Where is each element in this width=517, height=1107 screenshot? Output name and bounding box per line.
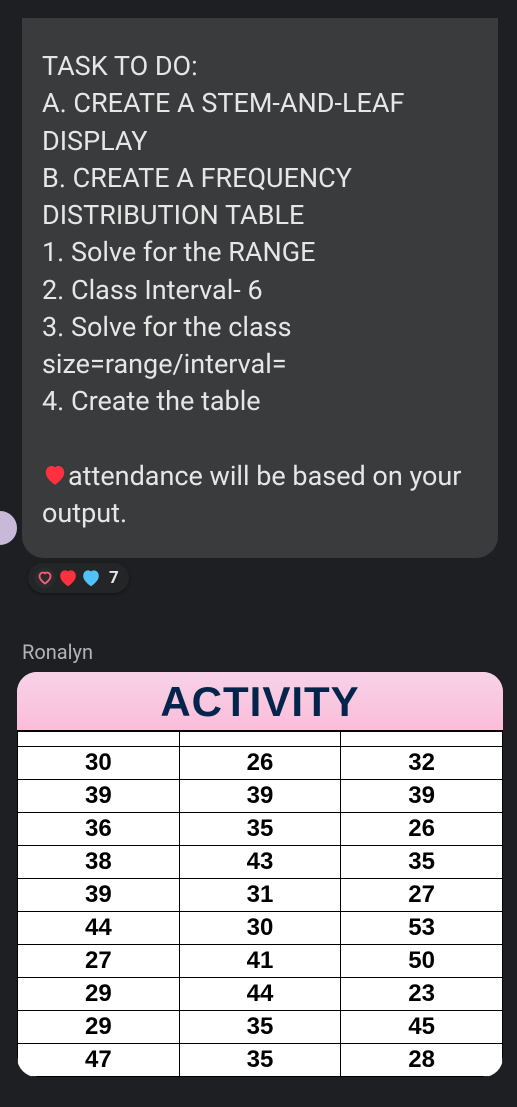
- table-cell: 38: [18, 845, 180, 878]
- table-cell: 39: [18, 779, 180, 812]
- table-cell: 47: [18, 1043, 180, 1076]
- table-row: 393127: [18, 878, 503, 911]
- table-cell: 35: [179, 812, 341, 845]
- table-row: 443053: [18, 911, 503, 944]
- table-cell: 27: [341, 878, 503, 911]
- msg-line: B. CREATE A FREQUENCY DISTRIBUTION TABLE: [42, 162, 352, 231]
- activity-image[interactable]: ACTIVITY 302632 393939 363526 384335 393…: [17, 672, 503, 1077]
- table-row: 294423: [18, 977, 503, 1010]
- msg-line: TASK TO DO:: [42, 50, 198, 82]
- reaction-count: 7: [109, 568, 119, 588]
- heart-icon: [42, 461, 68, 487]
- table-cell: 31: [179, 878, 341, 911]
- activity-table: 302632 393939 363526 384335 393127 44305…: [17, 732, 503, 1077]
- table-cell: 39: [18, 878, 180, 911]
- table-row: 363526: [18, 812, 503, 845]
- table-row: 274150: [18, 944, 503, 977]
- table-cell: 26: [179, 746, 341, 779]
- heart-blue-icon: [80, 567, 102, 589]
- chat-screen: TASK TO DO: A. CREATE A STEM-AND-LEAF DI…: [0, 0, 517, 1107]
- table-row: 293545: [18, 1010, 503, 1043]
- table-row: 384335: [18, 845, 503, 878]
- table-cell: 28: [341, 1043, 503, 1076]
- msg-footer: attendance will be based on your output.: [42, 460, 461, 529]
- table-cell: 30: [18, 746, 180, 779]
- sender-name[interactable]: Ronalyn: [22, 640, 93, 664]
- table-cell: 44: [179, 977, 341, 1010]
- msg-line: 3. Solve for the class size=range/interv…: [42, 311, 292, 380]
- msg-line: 1. Solve for the RANGE: [42, 236, 316, 268]
- table-cell: 44: [18, 911, 180, 944]
- table-cell: 53: [341, 911, 503, 944]
- message-text: TASK TO DO: A. CREATE A STEM-AND-LEAF DI…: [42, 48, 478, 532]
- table-cell: 30: [179, 911, 341, 944]
- table-cell: 50: [341, 944, 503, 977]
- avatar[interactable]: [0, 508, 20, 548]
- activity-header: ACTIVITY: [17, 672, 503, 732]
- msg-line: 4. Create the table: [42, 385, 261, 417]
- heart-outline-icon: [34, 567, 56, 589]
- table-row: 473528: [18, 1043, 503, 1076]
- msg-line: 2. Class Interval- 6: [42, 274, 263, 306]
- table-row: 302632: [18, 746, 503, 779]
- table-cell: 29: [18, 1010, 180, 1043]
- table-cell: 23: [341, 977, 503, 1010]
- table-row: 393939: [18, 779, 503, 812]
- table-cell: 41: [179, 944, 341, 977]
- table-cell: 39: [179, 779, 341, 812]
- table-cell: 35: [179, 1043, 341, 1076]
- table-cell: 35: [179, 1010, 341, 1043]
- reactions-pill[interactable]: 7: [28, 563, 129, 593]
- table-cell: 36: [18, 812, 180, 845]
- msg-line: A. CREATE A STEM-AND-LEAF DISPLAY: [42, 87, 404, 156]
- heart-red-icon: [57, 567, 79, 589]
- message-bubble[interactable]: TASK TO DO: A. CREATE A STEM-AND-LEAF DI…: [22, 18, 498, 558]
- table-cell: 29: [18, 977, 180, 1010]
- table-cell: 43: [179, 845, 341, 878]
- table-cell: 27: [18, 944, 180, 977]
- table-cell: 32: [341, 746, 503, 779]
- table-cell: 39: [341, 779, 503, 812]
- table-cell: 45: [341, 1010, 503, 1043]
- table-cell: 26: [341, 812, 503, 845]
- table-cell: 35: [341, 845, 503, 878]
- activity-title: ACTIVITY: [160, 678, 359, 725]
